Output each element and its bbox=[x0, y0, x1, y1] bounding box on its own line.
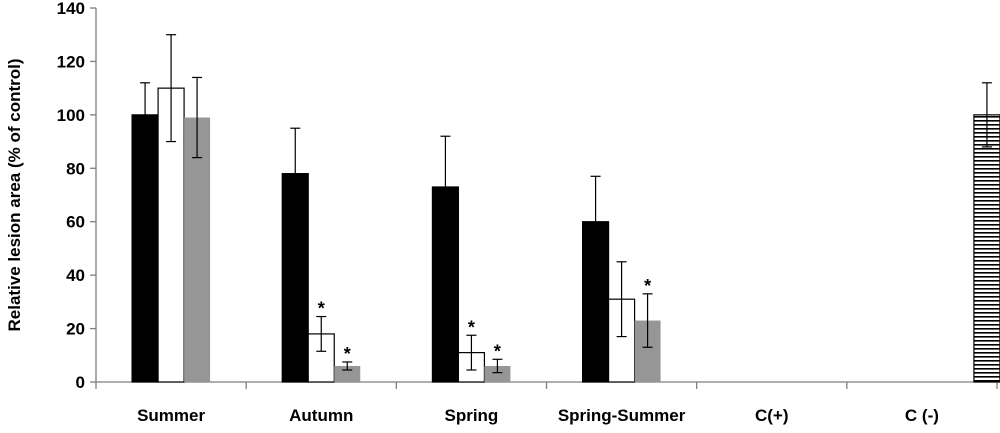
x-tick-label: C(+) bbox=[755, 406, 789, 425]
y-axis-label: Relative lesion area (% of control) bbox=[5, 58, 24, 331]
significance-star: * bbox=[468, 317, 475, 337]
y-tick-label: 0 bbox=[76, 373, 85, 392]
error-bars bbox=[140, 34, 992, 374]
bar-spring-2 bbox=[484, 365, 511, 382]
significance-star: * bbox=[344, 344, 351, 364]
bar-autumn-2 bbox=[334, 365, 361, 382]
significance-star: * bbox=[644, 276, 651, 296]
x-tick-label: Spring-Summer bbox=[558, 406, 686, 425]
bar-spring-0 bbox=[431, 186, 460, 383]
bar-summer-0 bbox=[131, 114, 159, 383]
significance-marks: * * * * * bbox=[318, 276, 651, 364]
x-tick-label: C (-) bbox=[905, 406, 939, 425]
y-tick-label: 20 bbox=[66, 320, 85, 339]
x-tick-label: Summer bbox=[137, 406, 205, 425]
y-tick-label: 40 bbox=[66, 266, 85, 285]
x-tick-label: Autumn bbox=[289, 406, 353, 425]
bar-c--0 bbox=[973, 114, 1000, 383]
significance-star: * bbox=[318, 299, 325, 319]
y-axis: 0 20 40 60 80 100 120 140 bbox=[57, 0, 97, 392]
significance-star: * bbox=[494, 341, 501, 361]
bar-summer-2 bbox=[184, 117, 211, 383]
x-axis: Summer Autumn Spring Spring-Summer C(+) C (-) bbox=[95, 381, 998, 425]
y-tick-label: 100 bbox=[57, 106, 85, 125]
y-tick-label: 120 bbox=[57, 52, 85, 71]
y-tick-label: 140 bbox=[57, 0, 85, 18]
y-tick-label: 80 bbox=[66, 159, 85, 178]
x-tick-label: Spring bbox=[444, 406, 498, 425]
bars bbox=[131, 87, 1000, 383]
y-tick-label: 60 bbox=[66, 213, 85, 232]
